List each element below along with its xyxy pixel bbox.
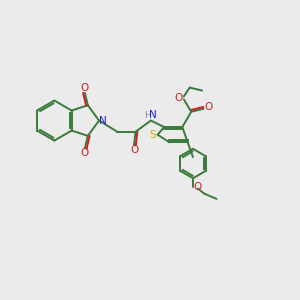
Text: O: O — [204, 102, 213, 112]
Text: O: O — [194, 182, 202, 191]
Text: N: N — [99, 116, 107, 126]
Text: O: O — [175, 94, 183, 103]
Text: H: H — [145, 111, 151, 120]
Text: S: S — [149, 130, 156, 140]
Text: O: O — [81, 83, 89, 93]
Text: N: N — [149, 110, 157, 120]
Text: O: O — [130, 145, 138, 155]
Text: O: O — [81, 148, 89, 158]
